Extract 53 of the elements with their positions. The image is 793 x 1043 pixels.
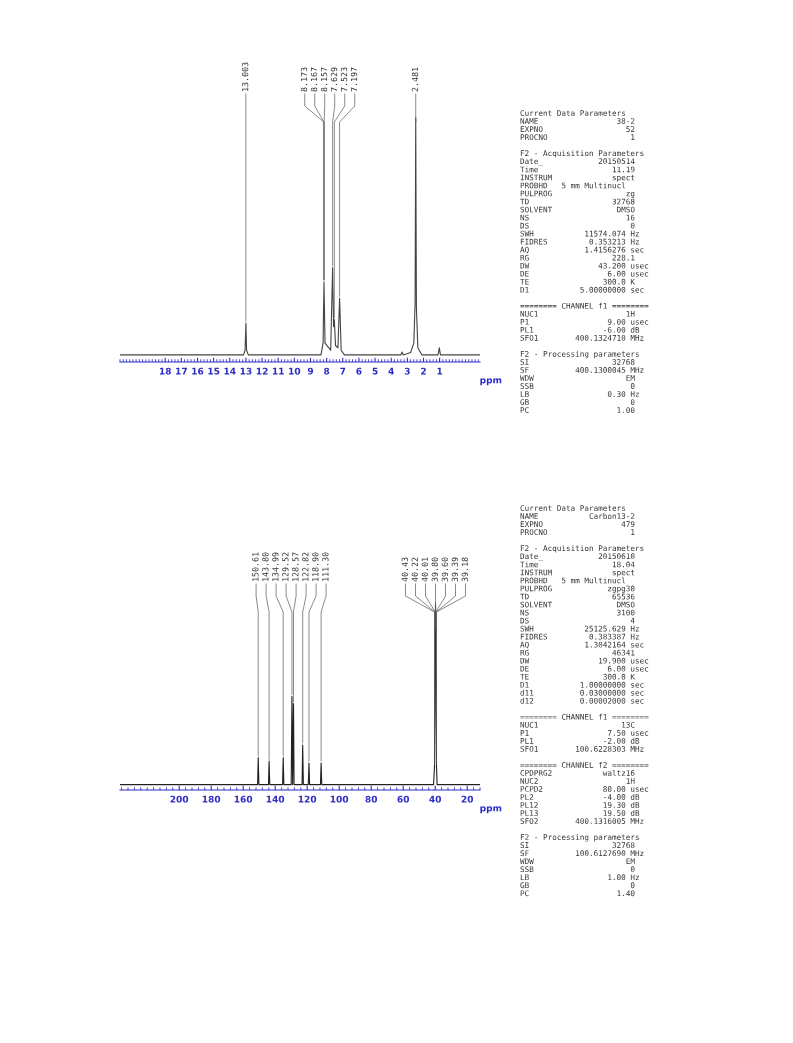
annotation: 134.99: [272, 552, 279, 581]
annotation: 8.173: [300, 67, 308, 92]
x-tick-label: 3: [404, 367, 410, 375]
annotation: 122.82: [302, 552, 309, 581]
annotation: 39.18: [461, 557, 468, 582]
annotation: 39.80: [431, 557, 438, 582]
x-tick-label: 18: [159, 367, 171, 375]
annotation: 118.90: [312, 552, 319, 581]
annotation: 13.003: [242, 62, 249, 91]
annotation: 128.57: [292, 552, 299, 581]
x-tick-label: 200: [170, 795, 189, 803]
annotation: 39.60: [441, 557, 448, 582]
x-tick-label: 60: [397, 795, 410, 803]
x-tick-label: 11: [272, 367, 284, 375]
annotation: 7.629: [330, 67, 338, 92]
x-axis-title: ppm: [480, 806, 502, 814]
x-tick-label: 7: [340, 367, 346, 375]
annotation: 129.52: [282, 552, 289, 581]
annotation: 143.80: [262, 552, 269, 581]
x-tick-label: 6: [356, 367, 362, 375]
x-tick-label: 1: [437, 367, 443, 375]
x-tick-label: 100: [330, 795, 349, 803]
x-tick-label: 5: [372, 367, 378, 375]
annotation: 111.30: [322, 552, 329, 581]
x-tick-label: 160: [234, 795, 253, 803]
x-tick-label: 20: [461, 795, 474, 803]
x-tick-label: 2: [421, 367, 426, 375]
x-tick-label: 8: [324, 367, 330, 375]
x-tick-label: 14: [224, 367, 236, 375]
annotation: 8.167: [310, 67, 318, 92]
annotation: 8.157: [320, 67, 328, 92]
x-tick-label: 16: [192, 367, 204, 375]
annotation: 7.523: [340, 67, 348, 92]
x-tick-label: 12: [256, 367, 268, 375]
annotation: 40.43: [401, 557, 408, 582]
x-tick-label: 9: [307, 367, 314, 375]
x-tick-label: 120: [298, 795, 317, 803]
x-tick-label: 13: [240, 367, 252, 375]
annotation: 2.481: [411, 67, 419, 92]
annotation: 150.61: [252, 552, 259, 581]
annotation: 39.39: [451, 557, 458, 582]
x-tick-label: 4: [388, 367, 394, 375]
x-tick-label: 140: [266, 795, 285, 803]
annotation: 40.22: [411, 557, 418, 582]
x-tick-label: 80: [365, 795, 378, 803]
x-tick-label: 10: [289, 367, 301, 375]
x-tick-label: 180: [202, 795, 221, 803]
x-tick-label: 40: [429, 795, 442, 803]
x-axis-title: ppm: [480, 378, 502, 386]
x-tick-label: 15: [208, 367, 220, 375]
x-tick-label: 17: [176, 367, 187, 375]
annotation: 40.01: [421, 557, 428, 582]
annotation: 7.197: [350, 67, 358, 92]
